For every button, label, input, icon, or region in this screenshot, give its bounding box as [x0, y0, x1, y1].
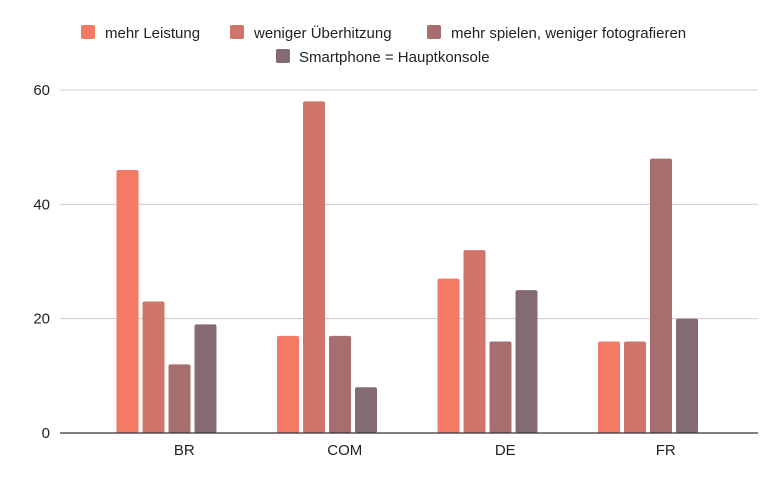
y-tick-label-0: 0: [42, 425, 50, 442]
x-tick-label-de: DE: [495, 442, 516, 459]
x-axis-ticks: BR COM DE FR: [174, 442, 676, 459]
y-tick-label-60: 60: [33, 82, 50, 99]
bar-br-mehr-leistung: [116, 170, 139, 434]
y-tick-label-20: 20: [33, 311, 50, 328]
bar-de-mehr-leistung: [437, 278, 460, 433]
bar-com-mehr-leistung: [277, 335, 299, 433]
legend-swatch-smartphone-hauptkonsole: [276, 49, 290, 63]
y-axis-ticks: 0 20 40 60: [33, 82, 50, 442]
x-tick-label-br: BR: [174, 442, 195, 459]
bar-com-mehr-spielen-weniger-fotografieren: [329, 335, 351, 433]
bar-br-smartphone-hauptkonsole: [194, 324, 217, 433]
legend-swatch-mehr-leistung: [81, 25, 95, 39]
grid: [60, 89, 758, 320]
y-tick-label-40: 40: [33, 196, 50, 213]
bar-de-weniger-ueberhitzung: [463, 250, 486, 433]
bars: [116, 101, 698, 434]
x-tick-label-fr: FR: [656, 442, 676, 459]
legend: mehr Leistung weniger Überhitzung mehr s…: [81, 24, 686, 66]
bar-fr-mehr-spielen-weniger-fotografieren: [650, 158, 672, 433]
x-tick-label-com: COM: [327, 442, 362, 459]
bar-fr-mehr-leistung: [598, 341, 620, 433]
legend-swatch-weniger-ueberhitzung: [230, 25, 244, 39]
bar-com-smartphone-hauptkonsole: [355, 387, 377, 433]
bar-fr-smartphone-hauptkonsole: [676, 318, 698, 433]
bar-de-smartphone-hauptkonsole: [515, 290, 538, 433]
legend-label-mehr-leistung: mehr Leistung: [105, 25, 200, 42]
legend-label-weniger-ueberhitzung: weniger Überhitzung: [253, 24, 392, 42]
bar-de-mehr-spielen-weniger-fotografieren: [489, 341, 512, 433]
bar-br-weniger-ueberhitzung: [142, 301, 165, 433]
legend-swatch-mehr-spielen: [427, 25, 441, 39]
legend-label-mehr-spielen: mehr spielen, weniger fotografieren: [451, 25, 686, 42]
legend-label-smartphone-hauptkonsole: Smartphone = Hauptkonsole: [299, 49, 490, 66]
bar-fr-weniger-ueberhitzung: [624, 341, 646, 433]
bar-com-weniger-ueberhitzung: [303, 101, 325, 433]
bar-br-mehr-spielen-weniger-fotografieren: [168, 364, 191, 433]
